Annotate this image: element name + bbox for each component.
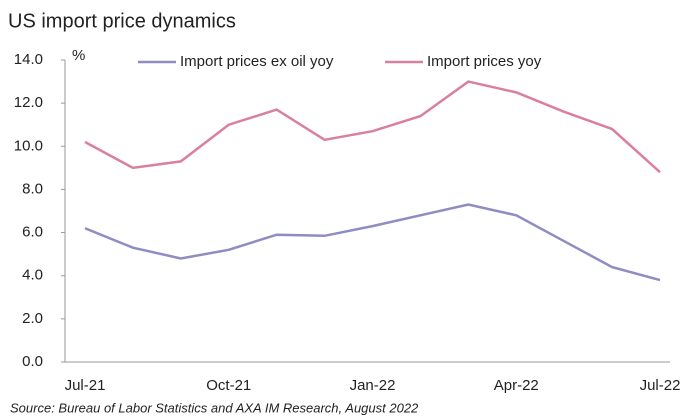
y-tick-label: 8.0	[22, 180, 43, 197]
y-tick-label: 2.0	[22, 310, 43, 327]
legend-label: Import prices yoy	[427, 53, 542, 70]
series-line	[84, 203, 661, 282]
y-tick-label: 14.0	[14, 51, 43, 68]
x-tick-label: Apr-22	[494, 377, 539, 394]
source: Source: Bureau of Labor Statistics and A…	[10, 400, 419, 415]
y-tick-label: 10.0	[14, 137, 43, 154]
y-tick-label: 6.0	[22, 224, 43, 241]
x-tick-label: Jul-22	[640, 377, 681, 394]
x-tick-label: Jan-22	[350, 377, 396, 394]
series-line	[84, 80, 661, 174]
x-tick-label: Jul-21	[65, 377, 106, 394]
chart-title: US import price dynamics	[8, 10, 236, 32]
y-tick-label: 4.0	[22, 267, 43, 284]
y-tick-label: 0.0	[22, 353, 43, 370]
legend-label: Import prices ex oil yoy	[180, 53, 334, 70]
x-tick-label: Oct-21	[206, 377, 251, 394]
y-unit: %	[72, 47, 85, 64]
y-tick-label: 12.0	[14, 94, 43, 111]
